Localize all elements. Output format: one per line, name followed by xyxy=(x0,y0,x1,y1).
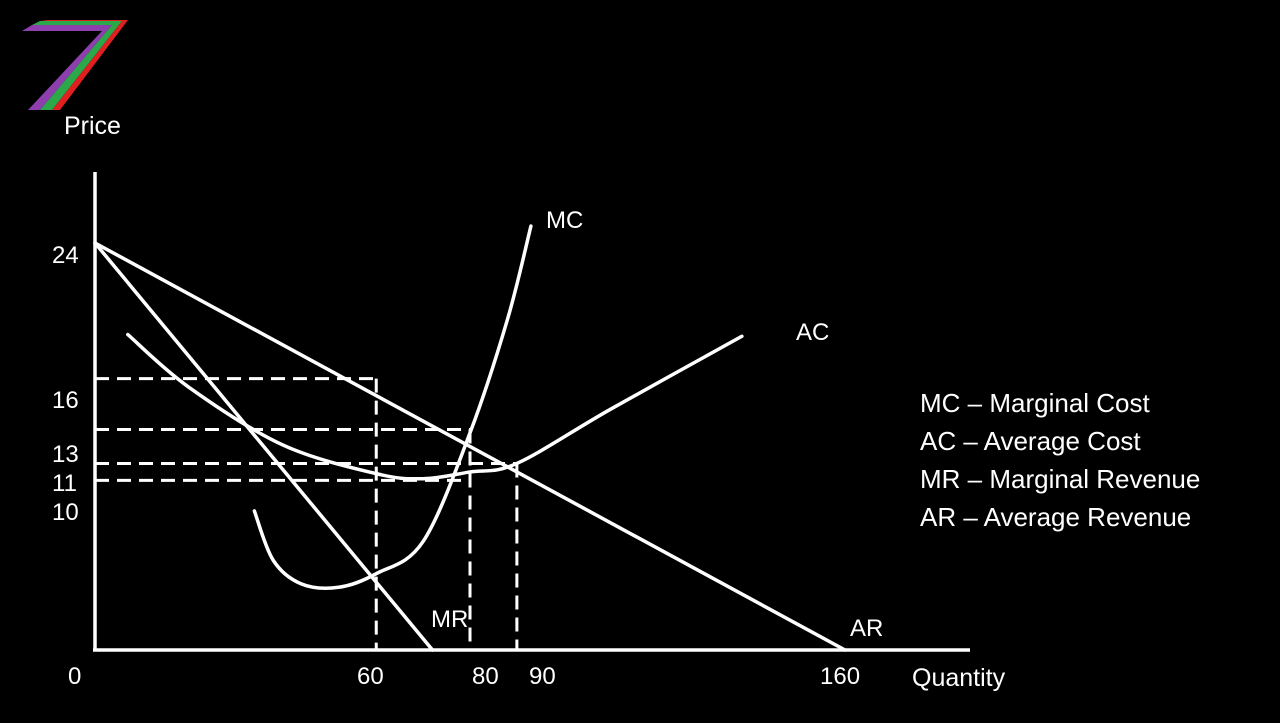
y-tick-label: 10 xyxy=(52,499,79,526)
x-tick-label: 0 xyxy=(68,663,81,690)
y-axis-title: Price xyxy=(64,112,121,140)
mr-curve-label: MR xyxy=(431,606,468,633)
y-tick-label: 13 xyxy=(52,441,79,468)
y-tick-label: 24 xyxy=(52,242,79,269)
guides-layer xyxy=(95,377,519,650)
y-tick-label: 11 xyxy=(52,470,77,497)
legend-item: AC – Average Cost xyxy=(920,426,1141,456)
x-tick-label: 80 xyxy=(472,663,499,690)
x-tick-label: 60 xyxy=(357,663,384,690)
ar-curve-label: AR xyxy=(850,615,883,642)
curves-layer xyxy=(93,224,847,652)
x-tick-label: 90 xyxy=(529,663,556,690)
legend-item: MC – Marginal Cost xyxy=(920,388,1151,418)
legend: MC – Marginal Cost AC – Average Cost MR … xyxy=(920,388,1200,532)
ar-curve xyxy=(93,241,847,652)
mc-curve xyxy=(252,224,533,590)
ac-curve-label: AC xyxy=(796,319,829,346)
ac-curve xyxy=(126,332,744,481)
x-tick-label: 160 xyxy=(820,663,860,690)
logo-icon xyxy=(22,20,128,110)
mr-curve xyxy=(93,241,435,652)
legend-item: MR – Marginal Revenue xyxy=(920,464,1200,494)
mc-curve-label: MC xyxy=(546,207,583,234)
x-axis-title: Quantity xyxy=(912,664,1006,692)
legend-item: AR – Average Revenue xyxy=(920,502,1191,532)
y-tick-label: 16 xyxy=(52,387,79,414)
